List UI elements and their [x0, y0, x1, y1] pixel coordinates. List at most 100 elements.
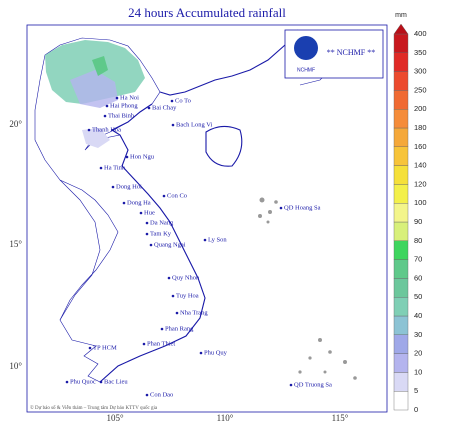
islands — [258, 197, 357, 380]
place-dot — [125, 155, 129, 159]
colorbar-unit: mm — [395, 12, 407, 19]
place-label: Da Nang — [150, 219, 174, 226]
latitude-label: 15° — [9, 239, 22, 249]
colorbar-label: 160 — [414, 142, 427, 151]
colorbar-label: 350 — [414, 48, 427, 57]
colorbar-box — [393, 240, 409, 260]
footer: © Dự báo số & Viễn thám – Trung tâm Dự b… — [30, 405, 158, 411]
colorbar-box — [393, 315, 409, 335]
colorbar-label: 20 — [414, 349, 422, 358]
logo-short: NCHMF — [297, 67, 315, 73]
place-dot — [203, 238, 207, 242]
longitude-label: 105° — [106, 413, 124, 423]
place-label: Phan Thiet — [147, 340, 175, 347]
place-dot — [122, 201, 126, 205]
place-label: Bac Lieu — [104, 378, 128, 385]
place-label: Dong Ha — [127, 199, 151, 206]
colorbar-box — [393, 33, 409, 53]
place-dot — [87, 128, 91, 132]
place-dot — [145, 393, 149, 397]
longitude-label: 110° — [217, 413, 234, 423]
colorbar-label: 80 — [414, 236, 422, 245]
colorbar-box — [393, 259, 409, 279]
colorbar-box — [393, 353, 409, 373]
latitude-label: 10° — [9, 361, 22, 371]
place-label: Quang Ngai — [154, 241, 186, 248]
rain-area — [82, 128, 110, 148]
place-dot — [167, 276, 171, 280]
colorbar-box — [393, 165, 409, 185]
logo-text: ** NCHMF ** — [327, 48, 375, 57]
place-dot — [149, 243, 153, 247]
place-label: QD Hoang Sa — [284, 204, 321, 211]
place-label: TP HCM — [93, 344, 117, 351]
place-dot — [145, 221, 149, 225]
place-dot — [139, 211, 143, 215]
place-dot — [175, 311, 179, 315]
colorbar-label: 60 — [414, 273, 422, 282]
place-dot — [105, 104, 109, 108]
place-label: Dong Hoi — [116, 183, 142, 190]
colorbar-label: 5 — [414, 386, 418, 395]
place-dot — [111, 185, 115, 189]
logo: NCHMF ** NCHMF ** — [284, 29, 384, 79]
place-dot — [170, 99, 174, 103]
place-dot — [103, 114, 107, 118]
place-dot — [99, 166, 103, 170]
place-label: Ly Son — [208, 236, 227, 243]
hainan — [205, 125, 243, 167]
colorbar-box — [393, 372, 409, 392]
place-dot — [88, 346, 92, 350]
colorbar-label: 200 — [414, 104, 427, 113]
place-label: Bach Long Vi — [176, 121, 213, 128]
colorbar-label: 10 — [414, 367, 422, 376]
colorbar-label: 300 — [414, 67, 427, 76]
place-dot — [147, 106, 151, 110]
rain-area — [92, 56, 108, 76]
colorbar-label: 0 — [414, 405, 418, 414]
colorbar-label: 30 — [414, 330, 422, 339]
place-dot — [171, 294, 175, 298]
place-label: Nha Trang — [180, 309, 208, 316]
place-label: Phan Rang — [165, 325, 194, 332]
colorbar-box — [393, 221, 409, 241]
place-dot — [289, 383, 293, 387]
place-dot — [199, 351, 203, 355]
colorbar-box — [393, 71, 409, 91]
colorbar-box — [393, 184, 409, 204]
colorbar-box — [393, 146, 409, 166]
colorbar-box — [393, 391, 409, 411]
place-label: Ha Noi — [120, 94, 139, 101]
colorbar-box — [393, 90, 409, 110]
colorbar-box — [393, 334, 409, 354]
place-label: Quy Nhon — [172, 274, 200, 281]
colorbar-box — [393, 108, 409, 129]
colorbar-over — [393, 23, 409, 35]
place-label: Con Co — [167, 192, 187, 199]
colorbar-label: 70 — [414, 255, 422, 264]
place-dot — [279, 206, 283, 210]
china-coast — [159, 29, 299, 96]
latitude-label: 20° — [9, 119, 22, 129]
colorbar-box — [393, 297, 409, 317]
place-label: Bai Chay — [152, 104, 177, 111]
place-label: Tuy Hoa — [176, 292, 199, 299]
place-label: Hue — [144, 209, 155, 216]
colorbar-label: 140 — [414, 161, 427, 170]
colorbar-label: 120 — [414, 179, 427, 188]
colorbar-label: 180 — [414, 123, 427, 132]
colorbar-label: 100 — [414, 198, 427, 207]
place-dot — [65, 380, 69, 384]
rain-area — [70, 70, 118, 108]
place-label: Phu Quoc — [70, 378, 96, 385]
place-label: QD Truong Sa — [294, 381, 332, 388]
colorbar-box — [393, 52, 409, 72]
place-label: Hon Ngu — [130, 153, 155, 160]
place-dot — [142, 342, 146, 346]
title: 24 hours Accumulated rainfall — [128, 5, 286, 20]
place-dot — [99, 380, 103, 384]
colorbar-label: 400 — [414, 29, 427, 38]
logo-emblem — [294, 36, 318, 60]
vietnam-coast — [99, 103, 206, 383]
